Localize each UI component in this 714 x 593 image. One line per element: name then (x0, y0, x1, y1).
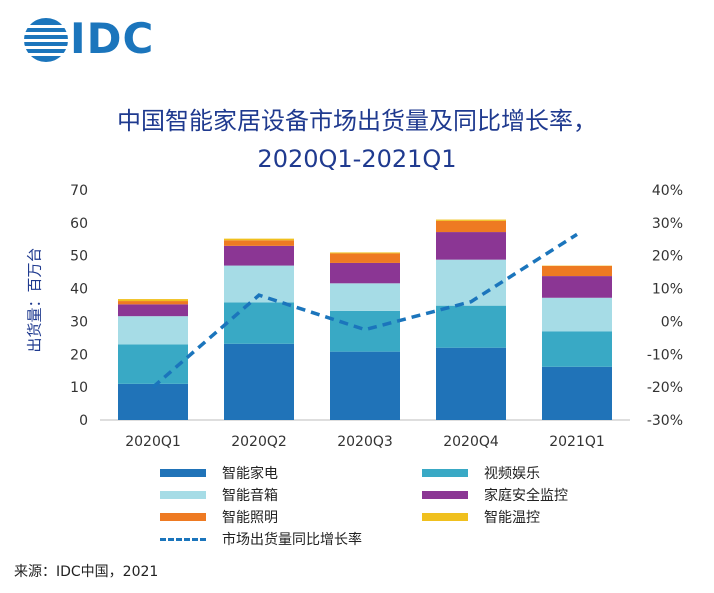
bar-segment (118, 316, 188, 345)
bar-segment (330, 253, 400, 263)
y-tick-label: 30 (70, 314, 88, 330)
bar-segment (542, 366, 612, 420)
legend-item-smart-speaker: 智能音箱 (160, 485, 278, 505)
bar-segment (436, 219, 506, 221)
bar-segment (542, 331, 612, 367)
bar-segment (330, 310, 400, 352)
y-tick-label: 60 (70, 216, 88, 232)
bar-segment (542, 276, 612, 298)
bar-segment (330, 262, 400, 284)
y-tick-label: 70 (70, 183, 88, 199)
bar-segment (224, 240, 294, 246)
legend-item-smart-lighting: 智能照明 (160, 507, 278, 527)
legend-item-growth-rate: 市场出货量同比增长率 (160, 529, 362, 549)
bar-segment (224, 238, 294, 241)
bar-segment (436, 232, 506, 260)
legend-label: 市场出货量同比增长率 (222, 532, 362, 548)
y2-tick-label: 40% (652, 183, 683, 199)
x-tick-label: 2020Q4 (443, 434, 499, 450)
bar-segment (224, 245, 294, 266)
y2-tick-label: 20% (652, 249, 683, 265)
legend-item-video-entertainment: 视频娱乐 (422, 463, 540, 483)
legend-item-smart-appliance: 智能家电 (160, 463, 278, 483)
y-tick-label: 10 (70, 380, 88, 396)
bar-segment (436, 220, 506, 233)
bar-segment (542, 265, 612, 277)
bar-segment (118, 344, 188, 384)
x-tick-label: 2020Q2 (231, 434, 287, 450)
legend-swatch (422, 513, 468, 521)
idc-logo-text: IDC (70, 14, 155, 63)
y2-tick-label: 0% (661, 314, 683, 330)
y2-tick-label: -10% (647, 347, 683, 363)
bar-segment (436, 259, 506, 306)
y2-tick-label: 10% (652, 282, 683, 298)
legend-label: 家庭安全监控 (484, 488, 568, 504)
legend-swatch (422, 491, 468, 499)
bar-segment (118, 304, 188, 317)
legend-swatch (160, 491, 206, 499)
bar-segment (542, 297, 612, 332)
bar-segment (436, 347, 506, 420)
y-tick-label: 0 (79, 413, 88, 429)
legend-label: 智能音箱 (222, 488, 278, 504)
legend-swatch (422, 469, 468, 477)
bar-segment (330, 252, 400, 254)
legend-swatch (160, 469, 206, 477)
legend-label: 视频娱乐 (484, 466, 540, 482)
bar-segment (224, 343, 294, 420)
legend-label: 智能家电 (222, 466, 278, 482)
legend-label: 智能温控 (484, 510, 540, 526)
y2-tick-label: 30% (652, 216, 683, 232)
y-tick-label: 50 (70, 249, 88, 265)
bar-segment (118, 301, 188, 305)
y-tick-label: 40 (70, 282, 88, 298)
idc-logo (24, 18, 68, 62)
y2-tick-label: -30% (647, 413, 683, 429)
growth-rate-line (151, 232, 578, 389)
y-tick-label: 20 (70, 347, 88, 363)
x-tick-label: 2021Q1 (549, 434, 605, 450)
legend-swatch (160, 513, 206, 521)
bar-segment (330, 351, 400, 420)
legend-dash (160, 537, 206, 541)
legend-item-smart-thermostat: 智能温控 (422, 507, 540, 527)
chart-subtitle: 2020Q1-2021Q1 (257, 145, 457, 173)
bar-segment (118, 383, 188, 420)
y2-tick-label: -20% (647, 380, 683, 396)
legend-item-home-security: 家庭安全监控 (422, 485, 568, 505)
legend-label: 智能照明 (222, 510, 278, 526)
source-note: 来源：IDC中国，2021 (14, 564, 159, 580)
bar-segment (118, 299, 188, 302)
x-tick-label: 2020Q3 (337, 434, 393, 450)
x-tick-label: 2020Q1 (125, 434, 181, 450)
bar-segment (330, 283, 400, 311)
chart-title: 中国智能家居设备市场出货量及同比增长率， (117, 107, 597, 135)
bar-segment (224, 302, 294, 344)
bar-segment (436, 305, 506, 348)
